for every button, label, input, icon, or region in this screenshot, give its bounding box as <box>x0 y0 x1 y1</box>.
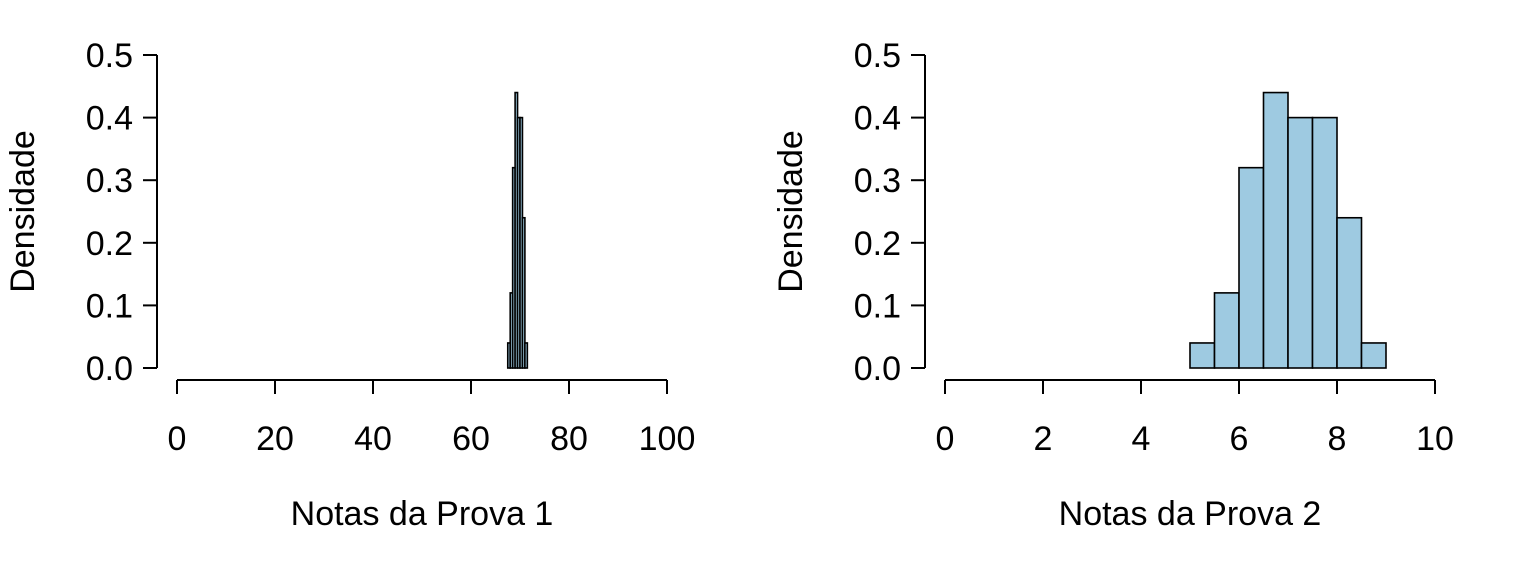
x-tick-label: 8 <box>1328 420 1347 458</box>
x-axis-title: Notas da Prova 2 <box>1059 495 1322 533</box>
y-tick-label: 0.4 <box>854 100 901 138</box>
histogram-bar <box>1189 342 1216 369</box>
histogram-bar <box>1287 116 1314 369</box>
x-tick-label: 4 <box>1132 420 1151 458</box>
histogram-bar <box>521 216 526 369</box>
histogram-panel-prova-2: 0.0 0.1 0.2 0.3 0.4 0.5 0 2 4 6 8 10 Notas da Prov… <box>772 37 1454 533</box>
x-ticks: 0 2 4 6 8 10 <box>936 380 1454 458</box>
histogram-bars <box>506 91 529 369</box>
x-tick-label: 20 <box>256 420 294 458</box>
y-tick-label: 0.3 <box>854 162 901 200</box>
x-tick-label: 80 <box>550 420 588 458</box>
x-tick-label: 6 <box>1230 420 1249 458</box>
x-tick-label: 0 <box>936 420 955 458</box>
histogram-bar <box>1262 91 1289 369</box>
histogram-bar <box>1360 342 1387 369</box>
y-ticks: 0.0 0.1 0.2 0.3 0.4 0.5 <box>86 37 157 388</box>
y-tick-label: 0.1 <box>854 287 901 325</box>
x-tick-label: 2 <box>1034 420 1053 458</box>
histogram-bar <box>1213 292 1240 369</box>
histogram-bar <box>1336 216 1363 369</box>
histogram-bar <box>524 342 529 369</box>
y-axis-title: Densidade <box>772 130 810 293</box>
x-tick-label: 10 <box>1416 420 1454 458</box>
y-tick-label: 0.1 <box>86 287 133 325</box>
y-tick-label: 0.5 <box>854 37 901 75</box>
histogram-panel-prova-1: 0.0 0.1 0.2 0.3 0.4 0.5 0 20 40 60 80 100 Notas da… <box>4 37 695 533</box>
x-tick-label: 60 <box>452 420 490 458</box>
y-ticks: 0.0 0.1 0.2 0.3 0.4 0.5 <box>854 37 925 388</box>
y-tick-label: 0.2 <box>854 225 901 263</box>
x-tick-label: 100 <box>639 420 696 458</box>
histogram-bar <box>1238 166 1265 369</box>
x-axis-title: Notas da Prova 1 <box>291 495 554 533</box>
y-tick-label: 0.3 <box>86 162 133 200</box>
x-ticks: 0 20 40 60 80 100 <box>168 380 696 458</box>
y-tick-label: 0.5 <box>86 37 133 75</box>
y-axis-title: Densidade <box>4 130 42 293</box>
y-tick-label: 0.0 <box>854 350 901 388</box>
y-tick-label: 0.0 <box>86 350 133 388</box>
x-tick-label: 40 <box>354 420 392 458</box>
histogram-bar <box>1311 116 1338 369</box>
y-tick-label: 0.2 <box>86 225 133 263</box>
x-tick-label: 0 <box>168 420 187 458</box>
y-tick-label: 0.4 <box>86 100 133 138</box>
histogram-bars <box>1189 91 1387 369</box>
